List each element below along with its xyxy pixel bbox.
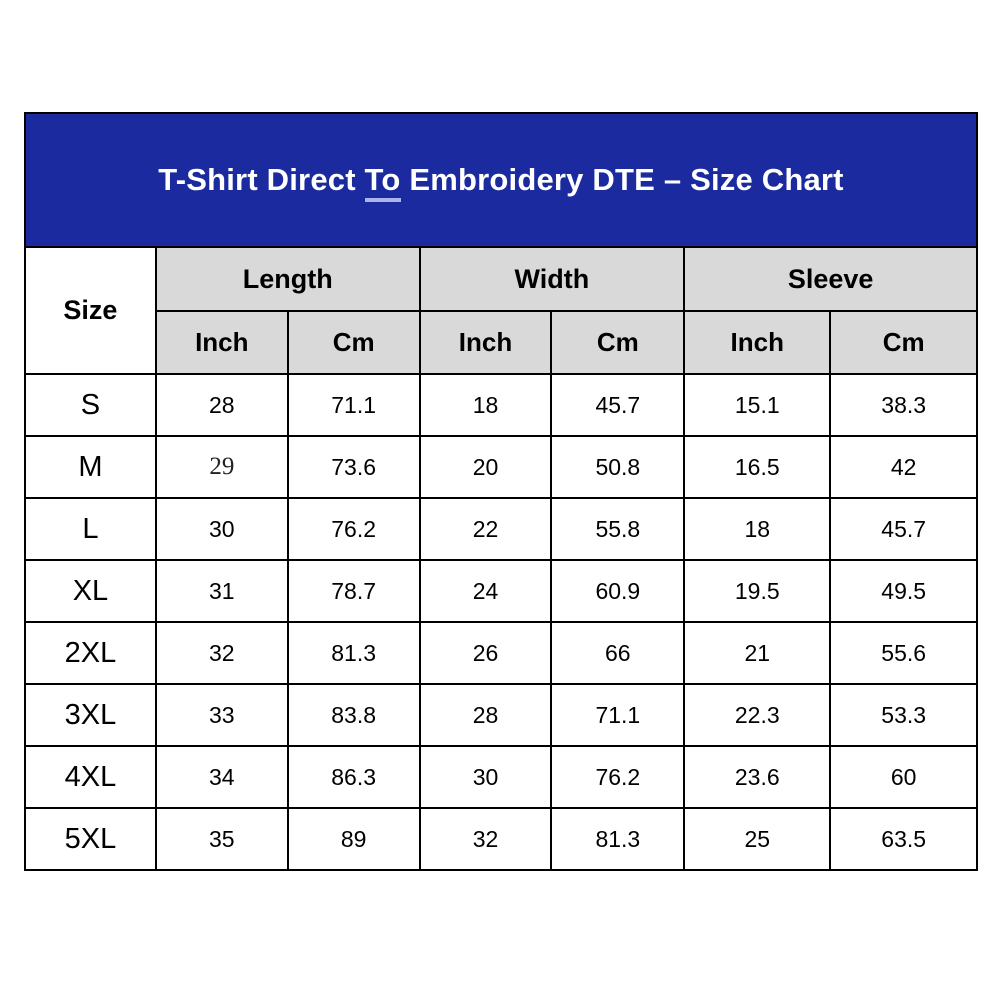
table-header: Size Length Width Sleeve Inch Cm Inch Cm… <box>24 246 978 375</box>
value-cell: 49.5 <box>829 559 978 623</box>
value-cell: 45.7 <box>829 497 978 561</box>
size-cell: 2XL <box>24 621 157 685</box>
value-cell: 22.3 <box>683 683 832 747</box>
value-cell: 55.8 <box>550 497 686 561</box>
value-cell: 76.2 <box>550 745 686 809</box>
value-cell: 71.1 <box>286 373 421 437</box>
value-cell: 18 <box>683 497 832 561</box>
width-inch-header: Inch <box>418 310 553 375</box>
width-group-header: Width <box>418 246 686 312</box>
value-cell: 89 <box>286 807 421 871</box>
table-row: M 29 73.6 20 50.8 16.5 42 <box>24 435 978 499</box>
length-inch-header: Inch <box>154 310 289 375</box>
value-cell: 25 <box>683 807 832 871</box>
value-cell: 21 <box>683 621 832 685</box>
value-cell: 73.6 <box>286 435 421 499</box>
value-cell: 76.2 <box>286 497 421 561</box>
table-row: L 30 76.2 22 55.8 18 45.7 <box>24 497 978 561</box>
unit-header-row: Inch Cm Inch Cm Inch Cm <box>25 310 978 375</box>
value-cell: 66 <box>550 621 686 685</box>
size-cell: L <box>24 497 157 561</box>
sleeve-group-header: Sleeve <box>683 246 978 312</box>
value-cell: 32 <box>154 621 289 685</box>
value-cell: 31 <box>154 559 289 623</box>
group-header-row: Size Length Width Sleeve <box>24 246 978 375</box>
value-cell: 53.3 <box>829 683 978 747</box>
value-cell: 83.8 <box>286 683 421 747</box>
value-cell: 28 <box>418 683 553 747</box>
title-text-underlined: To <box>364 162 401 202</box>
size-cell: 3XL <box>24 683 157 747</box>
sleeve-cm-header: Cm <box>829 310 978 375</box>
table-row: 2XL 32 81.3 26 66 21 55.6 <box>24 621 978 685</box>
value-cell: 30 <box>154 497 289 561</box>
value-cell: 18 <box>418 373 553 437</box>
value-cell: 35 <box>154 807 289 871</box>
value-cell: 23.6 <box>683 745 832 809</box>
size-cell: XL <box>24 559 157 623</box>
title-banner: T-Shirt Direct To Embroidery DTE – Size … <box>24 112 978 248</box>
value-cell: 20 <box>418 435 553 499</box>
size-cell: M <box>24 435 157 499</box>
value-cell: 81.3 <box>550 807 686 871</box>
table-row: 4XL 34 86.3 30 76.2 23.6 60 <box>24 745 978 809</box>
table-row: XL 31 78.7 24 60.9 19.5 49.5 <box>24 559 978 623</box>
size-chart-table: Size Length Width Sleeve Inch Cm Inch Cm… <box>24 246 978 871</box>
value-cell: 32 <box>418 807 553 871</box>
value-cell: 86.3 <box>286 745 421 809</box>
value-cell: 15.1 <box>683 373 832 437</box>
title-text-before: T-Shirt Direct <box>158 162 365 197</box>
title-text-after: Embroidery DTE – Size Chart <box>400 162 844 197</box>
value-cell: 81.3 <box>286 621 421 685</box>
value-cell: 26 <box>418 621 553 685</box>
value-cell: 50.8 <box>550 435 686 499</box>
value-cell: 60.9 <box>550 559 686 623</box>
value-cell: 71.1 <box>550 683 686 747</box>
value-cell: 16.5 <box>683 435 832 499</box>
value-cell: 28 <box>154 373 289 437</box>
table-row: 5XL 35 89 32 81.3 25 63.5 <box>24 807 978 871</box>
value-cell: 42 <box>829 435 978 499</box>
value-cell: 34 <box>154 745 289 809</box>
size-column-header: Size <box>24 246 157 375</box>
size-cell: 4XL <box>24 745 157 809</box>
length-cm-header: Cm <box>286 310 421 375</box>
value-cell: 29 <box>154 435 289 499</box>
table-row: 3XL 33 83.8 28 71.1 22.3 53.3 <box>24 683 978 747</box>
value-cell: 55.6 <box>829 621 978 685</box>
value-cell: 33 <box>154 683 289 747</box>
size-chart-graphic: T-Shirt Direct To Embroidery DTE – Size … <box>24 112 978 871</box>
value-cell: 60 <box>829 745 978 809</box>
size-cell: 5XL <box>24 807 157 871</box>
size-cell: S <box>24 373 157 437</box>
length-group-header: Length <box>154 246 421 312</box>
value-cell: 30 <box>418 745 553 809</box>
value-cell: 38.3 <box>829 373 978 437</box>
value-cell: 78.7 <box>286 559 421 623</box>
value-cell: 45.7 <box>550 373 686 437</box>
page-title: T-Shirt Direct To Embroidery DTE – Size … <box>158 162 844 202</box>
table-body: S 28 71.1 18 45.7 15.1 38.3 M 29 73.6 20 50.8 16.5 42… <box>24 373 978 871</box>
sleeve-inch-header: Inch <box>683 310 832 375</box>
value-cell: 22 <box>418 497 553 561</box>
table-row: S 28 71.1 18 45.7 15.1 38.3 <box>24 373 978 437</box>
value-cell: 19.5 <box>683 559 832 623</box>
width-cm-header: Cm <box>550 310 686 375</box>
value-cell: 24 <box>418 559 553 623</box>
value-cell: 63.5 <box>829 807 978 871</box>
